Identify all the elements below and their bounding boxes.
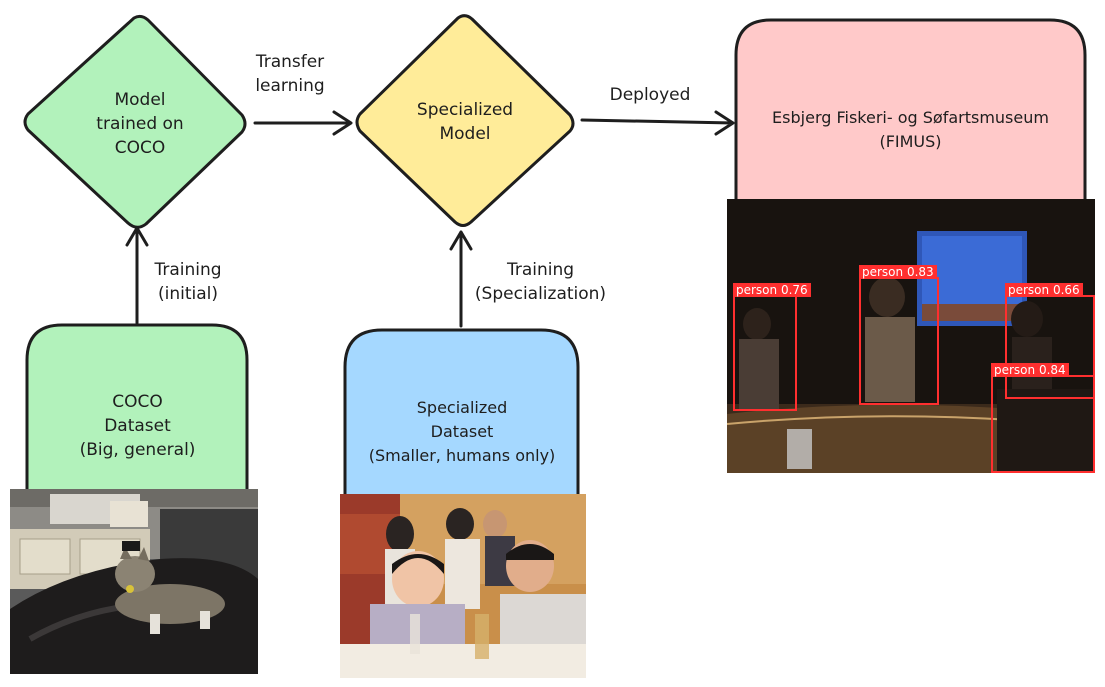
coco-dataset-box[interactable] [25, 323, 249, 494]
specialized-dataset-box[interactable] [343, 328, 580, 499]
training-specialization-arrow [449, 230, 473, 328]
detection-label: person 0.83 [859, 265, 937, 279]
training-specialization-label: Training (Specialization) [474, 260, 607, 304]
detection-label: person 0.66 [1005, 283, 1083, 297]
transfer-arrow [253, 110, 353, 136]
detection-label: person 0.84 [991, 363, 1069, 377]
coco-cat-photo [10, 489, 258, 674]
specialized-people-photo [340, 494, 586, 678]
training-initial-arrow [125, 226, 149, 325]
coco-dataset-label: COCO Dataset (Big, general) [79, 392, 196, 460]
model-coco-diamond[interactable] [23, 14, 247, 229]
museum-label: Esbjerg Fiskeri- og Søfartsmuseum (FIMUS… [772, 108, 1049, 151]
detection-box [991, 375, 1095, 473]
detection-box [859, 277, 939, 405]
museum-detection-photo: person 0.76 person 0.83 person 0.66 pers… [727, 199, 1095, 473]
specialized-model-label: Specialized Model [416, 100, 514, 144]
museum-box[interactable] [734, 18, 1087, 207]
training-initial-label: Training (initial) [154, 260, 222, 304]
model-coco-label: Model trained on COCO [96, 90, 184, 158]
detection-box [733, 295, 797, 411]
deployed-label: Deployed [609, 85, 691, 105]
specialized-model-diamond[interactable] [355, 14, 575, 227]
transfer-label: Transfer learning [255, 52, 325, 96]
specialized-dataset-label: Specialized Dataset (Smaller, humans onl… [368, 398, 556, 465]
deployed-arrow [580, 110, 735, 136]
detection-label: person 0.76 [733, 283, 811, 297]
